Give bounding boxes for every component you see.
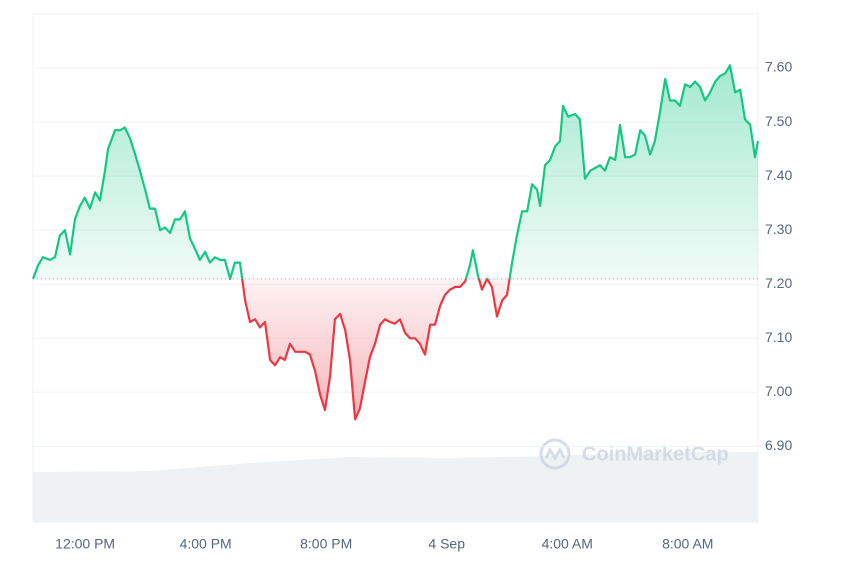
y-tick-label: 7.00 xyxy=(765,383,792,399)
y-tick-label: 7.10 xyxy=(765,329,792,345)
x-tick-label: 4:00 AM xyxy=(542,536,593,552)
watermark: CoinMarketCap xyxy=(539,438,729,470)
x-tick-label: 8:00 AM xyxy=(662,536,713,552)
y-tick-label: 7.30 xyxy=(765,221,792,237)
y-tick-label: 7.40 xyxy=(765,167,792,183)
y-tick-label: 6.90 xyxy=(765,437,792,453)
x-tick-label: 12:00 PM xyxy=(55,536,115,552)
y-tick-label: 7.20 xyxy=(765,275,792,291)
x-tick-label: 4 Sep xyxy=(428,536,465,552)
x-tick-label: 8:00 PM xyxy=(300,536,352,552)
watermark-text: CoinMarketCap xyxy=(582,443,729,465)
y-tick-label: 7.50 xyxy=(765,113,792,129)
x-tick-label: 4:00 PM xyxy=(180,536,232,552)
area-fill xyxy=(33,65,758,420)
price-line xyxy=(31,64,760,421)
volume-area xyxy=(33,452,758,522)
y-tick-label: 7.60 xyxy=(765,59,792,75)
